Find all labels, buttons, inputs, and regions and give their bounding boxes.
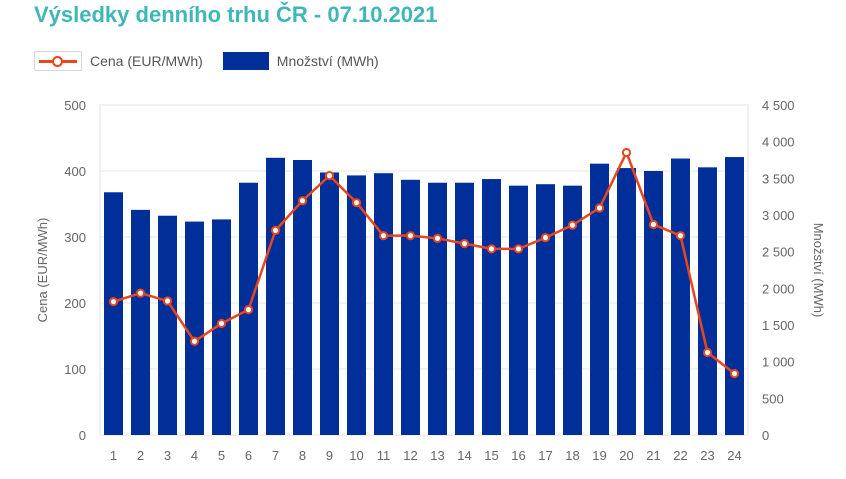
y-left-tick-label: 100 bbox=[64, 362, 86, 377]
price-point bbox=[459, 239, 470, 249]
legend-line-swatch bbox=[34, 51, 82, 71]
y-right-tick-label: 2 500 bbox=[762, 245, 795, 260]
bar bbox=[401, 179, 420, 435]
bar bbox=[185, 221, 204, 435]
y-left-tick-label: 400 bbox=[64, 164, 86, 179]
y-right-tick-label: 1 500 bbox=[762, 318, 795, 333]
bar bbox=[104, 192, 123, 435]
price-point bbox=[648, 219, 659, 230]
x-tick-label: 13 bbox=[430, 448, 444, 463]
x-tick-label: 8 bbox=[299, 448, 306, 463]
x-tick-label: 9 bbox=[326, 448, 333, 463]
y-right-tick-label: 500 bbox=[762, 391, 784, 406]
y-right-tick-label: 4 500 bbox=[762, 98, 795, 113]
x-tick-label: 15 bbox=[484, 448, 498, 463]
price-point bbox=[432, 233, 443, 243]
x-tick-label: 1 bbox=[110, 448, 117, 463]
price-point bbox=[675, 231, 686, 241]
price-point bbox=[513, 244, 524, 254]
bar bbox=[482, 179, 501, 435]
bar bbox=[536, 184, 555, 435]
price-point bbox=[702, 347, 713, 358]
y-right-tick-label: 3 000 bbox=[762, 208, 795, 223]
price-point bbox=[594, 203, 605, 213]
price-line bbox=[113, 151, 736, 375]
price-point bbox=[351, 198, 362, 208]
chart-title: Výsledky denního trhu ČR - 07.10.2021 bbox=[34, 2, 438, 27]
y-left-axis-title: Cena (EUR/MWh) bbox=[35, 218, 50, 323]
x-tick-label: 11 bbox=[377, 448, 391, 463]
x-tick-label: 17 bbox=[538, 448, 552, 463]
bar bbox=[725, 157, 744, 436]
x-tick-label: 20 bbox=[619, 448, 633, 463]
bar bbox=[644, 171, 663, 435]
legend-bar-swatch bbox=[222, 52, 269, 70]
price-point bbox=[162, 296, 173, 306]
legend: Cena (EUR/MWh) Množství (MWh) bbox=[34, 50, 399, 72]
bar bbox=[374, 173, 393, 435]
y-left-tick-label: 200 bbox=[64, 296, 86, 311]
bar bbox=[563, 185, 582, 435]
x-tick-label: 10 bbox=[349, 448, 363, 463]
x-tick-label: 5 bbox=[218, 448, 225, 463]
x-tick-label: 3 bbox=[164, 448, 171, 463]
x-tick-label: 24 bbox=[727, 448, 741, 463]
y-left-tick-label: 0 bbox=[79, 428, 86, 443]
price-point bbox=[297, 196, 308, 206]
x-tick-label: 12 bbox=[403, 448, 417, 463]
bar bbox=[131, 209, 150, 435]
price-point bbox=[243, 305, 254, 315]
x-tick-label: 22 bbox=[673, 448, 687, 463]
y-left-tick-label: 500 bbox=[64, 98, 86, 113]
x-tick-label: 2 bbox=[137, 448, 144, 463]
bar bbox=[158, 215, 177, 435]
y-right-axis-title: Množství (MWh) bbox=[811, 223, 826, 318]
bar bbox=[698, 167, 717, 436]
x-tick-label: 16 bbox=[511, 448, 525, 463]
bar bbox=[671, 158, 690, 436]
legend-label-price: Cena (EUR/MWh) bbox=[90, 53, 203, 69]
price-point bbox=[378, 231, 389, 241]
bar bbox=[428, 182, 447, 435]
x-tick-label: 6 bbox=[245, 448, 252, 463]
price-point bbox=[621, 147, 632, 158]
price-point bbox=[135, 288, 146, 298]
legend-item-volume[interactable]: Množství (MWh) bbox=[222, 52, 379, 70]
y-right-tick-label: 3 500 bbox=[762, 171, 795, 186]
price-point bbox=[216, 318, 227, 329]
x-tick-label: 4 bbox=[191, 448, 198, 463]
legend-label-volume: Množství (MWh) bbox=[276, 53, 379, 69]
price-point bbox=[567, 220, 578, 230]
legend-item-price[interactable]: Cena (EUR/MWh) bbox=[34, 51, 203, 71]
bar bbox=[347, 175, 366, 435]
price-point bbox=[729, 369, 740, 379]
price-point bbox=[405, 231, 416, 241]
price-point bbox=[324, 171, 335, 181]
bar bbox=[293, 160, 312, 435]
bar bbox=[320, 172, 339, 435]
price-point bbox=[108, 297, 119, 307]
price-point bbox=[540, 233, 551, 243]
x-tick-label: 7 bbox=[272, 448, 279, 463]
x-tick-label: 21 bbox=[646, 448, 660, 463]
x-tick-label: 19 bbox=[592, 448, 606, 463]
bar bbox=[266, 157, 285, 436]
bar bbox=[590, 163, 609, 435]
y-right-tick-label: 2 000 bbox=[762, 281, 795, 296]
price-point bbox=[486, 244, 497, 254]
bar bbox=[617, 168, 636, 436]
bar bbox=[455, 182, 474, 435]
price-point bbox=[270, 225, 281, 235]
y-right-tick-label: 4 000 bbox=[762, 135, 795, 150]
x-tick-label: 23 bbox=[700, 448, 714, 463]
y-right-tick-label: 1 000 bbox=[762, 355, 795, 370]
price-point bbox=[189, 336, 200, 346]
y-left-tick-label: 300 bbox=[64, 230, 86, 245]
y-right-tick-label: 0 bbox=[762, 428, 769, 443]
x-tick-label: 14 bbox=[457, 448, 471, 463]
bar bbox=[509, 185, 528, 435]
x-tick-label: 18 bbox=[565, 448, 579, 463]
